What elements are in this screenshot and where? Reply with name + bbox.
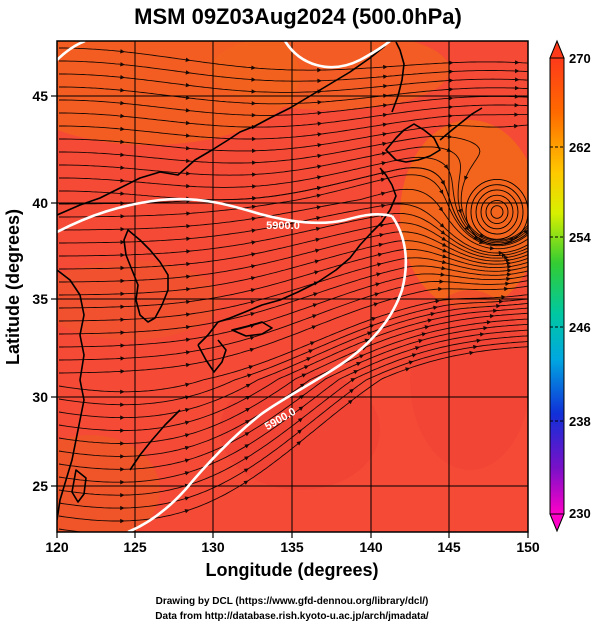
height-contours bbox=[57, 41, 408, 532]
map-plot-area: 5900.0 5900.0 bbox=[57, 41, 528, 532]
y-tick-label: 30 bbox=[32, 389, 48, 405]
streamline bbox=[59, 222, 528, 270]
colorbar-tick-label: 262 bbox=[569, 140, 591, 155]
streamline bbox=[58, 335, 528, 496]
y-tick-label: 35 bbox=[32, 291, 48, 307]
cool-zone-east bbox=[410, 290, 528, 470]
streamline bbox=[59, 114, 528, 140]
contour-5900-north bbox=[57, 197, 393, 234]
streamline bbox=[59, 146, 528, 242]
streamline bbox=[58, 312, 528, 444]
colorbar-scale bbox=[549, 57, 565, 515]
streamline bbox=[59, 135, 528, 241]
coastlines bbox=[57, 41, 483, 521]
streamline bbox=[59, 95, 528, 116]
streamline bbox=[59, 212, 528, 257]
streamline bbox=[59, 240, 528, 296]
streamline bbox=[58, 329, 528, 483]
contour-5900-south bbox=[127, 215, 408, 532]
wind-streamlines bbox=[58, 47, 528, 532]
streamline bbox=[59, 273, 528, 348]
cyclone-ring bbox=[490, 205, 504, 219]
chart-title: MSM 09Z03Aug2024 (500.0hPa) bbox=[134, 4, 462, 29]
contour-5900-northwest bbox=[57, 41, 86, 61]
x-tick-label: 140 bbox=[359, 539, 383, 555]
streamline bbox=[58, 323, 528, 470]
cyclone-ring bbox=[470, 184, 524, 240]
streamline bbox=[59, 188, 528, 250]
streamline bbox=[58, 298, 528, 406]
colorbar-tick-label: 270 bbox=[569, 51, 591, 66]
y-tick-label: 40 bbox=[32, 195, 48, 211]
colorbar-top-arrow bbox=[549, 39, 565, 59]
colorbar-bottom-arrow bbox=[549, 513, 565, 533]
streamline bbox=[59, 124, 528, 152]
streamline bbox=[59, 60, 528, 82]
y-tick-label: 45 bbox=[32, 88, 48, 104]
colorbar-tick-label: 230 bbox=[569, 506, 591, 521]
colorbar: 270 262 254 246 238 230 bbox=[549, 39, 591, 533]
streamline bbox=[58, 307, 528, 431]
warm-zone-korea bbox=[57, 260, 220, 340]
y-tick-label: 25 bbox=[32, 478, 48, 494]
streamline bbox=[58, 294, 528, 393]
streamline bbox=[58, 346, 528, 522]
streamline bbox=[59, 257, 528, 322]
contour-label-north: 5900.0 bbox=[266, 220, 300, 232]
streamline bbox=[59, 280, 528, 361]
streamline bbox=[59, 104, 528, 128]
x-tick-label: 150 bbox=[516, 539, 540, 555]
streamline bbox=[59, 73, 528, 93]
streamline bbox=[59, 248, 528, 309]
credit-data: Data from http://database.rish.kyoto-u.a… bbox=[155, 611, 429, 622]
x-tick-label: 120 bbox=[45, 539, 69, 555]
streamline bbox=[58, 302, 528, 419]
streamline bbox=[59, 156, 528, 244]
cyclone-ring bbox=[475, 189, 519, 235]
x-tick-label: 145 bbox=[437, 539, 461, 555]
y-tick-labels: 25 30 35 40 45 bbox=[32, 88, 48, 494]
colorbar-tick-label: 246 bbox=[569, 320, 591, 335]
cyclone-ring bbox=[485, 199, 509, 224]
streamline bbox=[58, 341, 528, 509]
x-axis-title: Longitude (degrees) bbox=[205, 560, 378, 580]
streamline bbox=[59, 47, 528, 71]
streamline bbox=[59, 174, 528, 247]
x-tick-labels: 120 125 130 135 140 145 150 bbox=[45, 539, 540, 555]
x-tick-label: 135 bbox=[280, 539, 304, 555]
streamline bbox=[59, 231, 528, 283]
cyclone-circulation bbox=[465, 179, 528, 245]
y-axis-title: Latitude (degrees) bbox=[3, 209, 23, 365]
colorbar-tick-label: 254 bbox=[569, 230, 591, 245]
axis-ticks bbox=[51, 95, 529, 538]
streamline bbox=[59, 265, 528, 335]
streamline bbox=[58, 318, 528, 457]
streamline bbox=[59, 86, 528, 105]
cyclone-ring bbox=[480, 194, 514, 230]
streamline bbox=[59, 285, 528, 374]
x-tick-label: 125 bbox=[123, 539, 147, 555]
contour-5900-northcenter bbox=[283, 41, 391, 69]
warm-zone-north-east bbox=[210, 41, 450, 110]
x-tick-label: 130 bbox=[201, 539, 225, 555]
credit-drawing: Drawing by DCL (https://www.gfd-dennou.o… bbox=[156, 596, 429, 607]
warm-zone-cyclone bbox=[400, 120, 528, 310]
colorbar-tick-label: 238 bbox=[569, 414, 591, 429]
cyclone-ring bbox=[465, 179, 528, 245]
